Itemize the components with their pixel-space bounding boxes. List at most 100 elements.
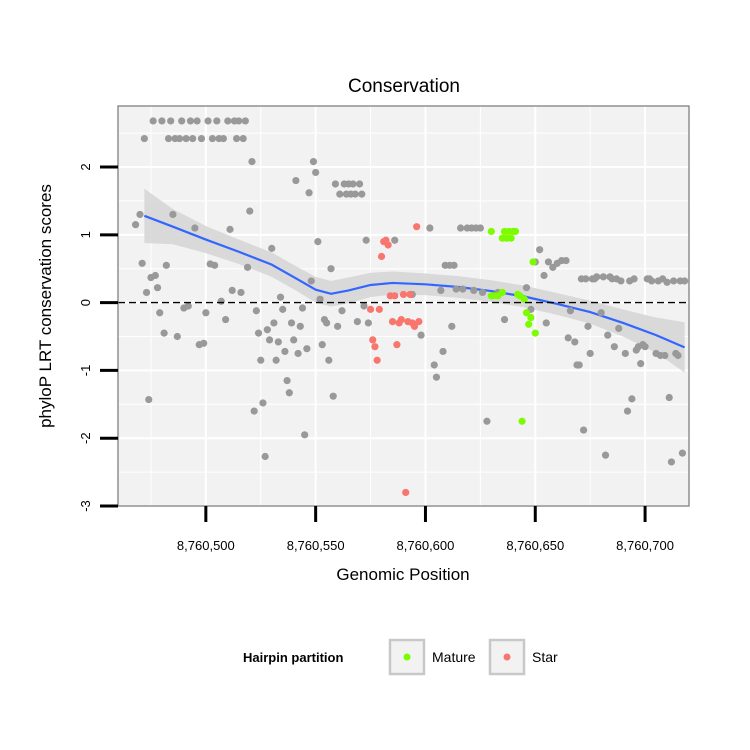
other-point <box>193 117 201 125</box>
legend-label-star: Star <box>532 649 558 665</box>
other-point <box>417 331 425 339</box>
other-point <box>248 157 256 166</box>
other-point <box>599 273 607 281</box>
x-axis-label: Genomic Position <box>336 565 469 584</box>
other-point <box>522 284 531 292</box>
star-point <box>384 241 392 249</box>
other-point <box>617 277 625 285</box>
other-point <box>542 319 550 327</box>
other-point <box>250 407 258 415</box>
other-point <box>391 236 399 244</box>
other-point <box>160 329 168 337</box>
x-axis: 8,760,500 8,760,550 8,760,600 8,760,650 8,76… <box>177 506 674 553</box>
other-point <box>353 317 361 326</box>
star-point <box>388 317 397 326</box>
other-point <box>604 331 612 339</box>
other-point <box>327 265 335 273</box>
other-point <box>149 117 157 125</box>
star-point <box>406 290 414 299</box>
other-point <box>540 271 548 280</box>
star-point <box>410 322 419 330</box>
mature-point <box>507 234 515 242</box>
other-point <box>279 305 287 313</box>
star-point <box>415 317 423 326</box>
other-point <box>307 277 315 285</box>
other-point <box>426 224 434 232</box>
other-point <box>623 407 632 415</box>
star-point <box>393 341 401 349</box>
other-point <box>131 221 140 229</box>
other-point <box>544 258 553 266</box>
other-point <box>261 452 269 461</box>
other-point <box>641 343 649 351</box>
legend-swatch-mature <box>403 653 411 661</box>
other-point <box>305 189 313 197</box>
other-point <box>182 134 190 143</box>
other-point <box>478 288 487 297</box>
other-point <box>582 275 590 283</box>
other-point <box>252 307 260 315</box>
other-point <box>208 134 217 143</box>
other-point <box>219 134 228 143</box>
smooth-confidence-band <box>144 188 685 373</box>
other-point <box>437 286 445 295</box>
mature-point <box>520 295 528 303</box>
other-point <box>296 322 304 330</box>
other-point <box>670 277 678 285</box>
other-point <box>156 309 164 317</box>
legend-key-star <box>488 638 526 676</box>
other-point <box>575 361 583 369</box>
legend-label-mature: Mature <box>432 649 476 665</box>
other-point <box>334 322 342 330</box>
other-point <box>175 134 184 143</box>
mature-point <box>531 329 539 337</box>
other-point <box>316 295 324 303</box>
x-tick-label: 8,760,500 <box>177 538 235 553</box>
other-point <box>204 117 212 125</box>
other-point <box>178 117 186 125</box>
other-point <box>285 389 293 397</box>
other-point <box>283 376 291 385</box>
other-point <box>241 117 249 125</box>
other-point <box>661 351 669 360</box>
x-tick-label: 8,760,550 <box>287 538 345 553</box>
other-point <box>601 451 610 459</box>
star-point <box>402 488 410 497</box>
other-point <box>349 180 357 188</box>
other-point <box>678 449 687 457</box>
other-point <box>228 286 236 295</box>
other-point <box>145 395 153 404</box>
other-point <box>483 417 491 425</box>
mature-point <box>522 309 531 317</box>
other-point <box>674 351 682 360</box>
y-tick-label: 1 <box>78 231 93 238</box>
other-point <box>452 285 460 293</box>
star-point <box>413 223 421 231</box>
y-axis-label: phyloP LRT conservation scores <box>36 184 55 428</box>
other-point <box>272 356 280 364</box>
other-point <box>314 237 322 246</box>
other-point <box>259 399 267 407</box>
other-point <box>153 284 162 292</box>
other-point <box>217 297 225 305</box>
other-point <box>439 347 447 356</box>
other-point <box>630 275 638 283</box>
other-point <box>243 263 252 271</box>
other-point <box>235 117 243 125</box>
other-point <box>432 373 441 381</box>
points-layer <box>131 117 689 497</box>
other-point <box>667 458 676 466</box>
mature-point <box>525 320 533 328</box>
other-point <box>274 338 282 346</box>
other-point <box>303 345 311 353</box>
other-point <box>298 304 307 312</box>
other-point <box>564 334 572 342</box>
other-point <box>226 225 234 233</box>
other-point <box>158 117 166 125</box>
other-point <box>536 246 544 254</box>
y-axis: -3 -2 -1 0 1 2 <box>78 163 118 512</box>
star-point <box>369 336 377 344</box>
other-point <box>470 286 478 295</box>
y-tick-label: 2 <box>78 163 93 170</box>
other-point <box>294 349 302 358</box>
